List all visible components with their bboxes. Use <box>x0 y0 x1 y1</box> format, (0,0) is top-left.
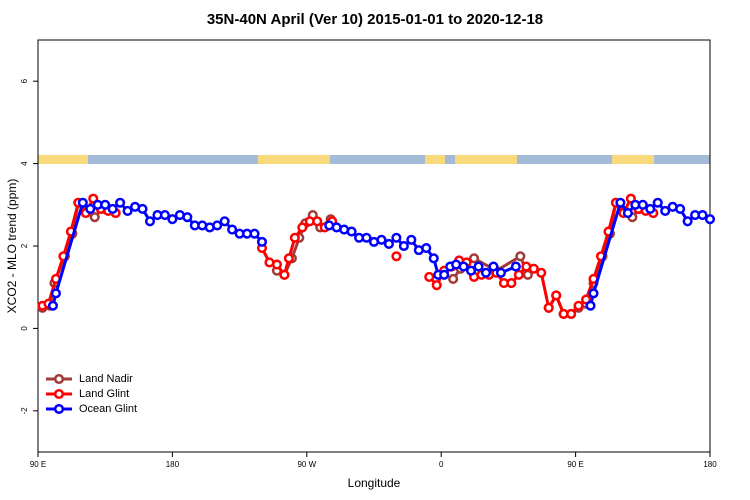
data-point <box>645 203 656 214</box>
data-point <box>466 265 477 276</box>
data-point <box>551 290 562 301</box>
y-axis-label: XCO2 - MLO trend (ppm) <box>5 179 19 314</box>
data-point <box>506 278 517 289</box>
x-axis-label: Longitude <box>348 476 401 490</box>
y-tick-label: -2 <box>20 407 29 415</box>
legend-label: Land Glint <box>79 388 129 400</box>
data-point <box>488 261 499 272</box>
data-point <box>289 232 300 243</box>
data-point <box>297 222 308 233</box>
data-point <box>424 271 435 282</box>
data-point <box>212 220 223 231</box>
data-point <box>346 226 357 237</box>
land-strip <box>258 155 330 164</box>
data-point <box>107 203 118 214</box>
x-tick-label: 90 E <box>567 460 583 469</box>
data-point <box>543 302 554 313</box>
data-point <box>406 234 417 245</box>
x-tick-label: 0 <box>439 460 444 469</box>
data-point <box>47 300 58 311</box>
data-point <box>421 243 432 254</box>
x-tick-label: 180 <box>703 460 717 469</box>
data-point <box>391 232 402 243</box>
data-point <box>279 269 290 280</box>
land-strip <box>38 155 88 164</box>
data-point <box>622 207 633 219</box>
data-point <box>704 214 716 225</box>
data-point <box>159 210 170 221</box>
data-point <box>588 288 599 299</box>
y-tick-label: 4 <box>20 161 29 166</box>
data-point <box>249 228 260 239</box>
legend-marker <box>53 388 65 400</box>
data-point <box>144 216 156 227</box>
data-point <box>428 253 439 264</box>
data-point <box>458 261 469 272</box>
data-point <box>536 267 547 278</box>
legend-label: Land Nadir <box>79 373 133 385</box>
data-point <box>585 300 596 311</box>
data-point <box>515 251 526 262</box>
legend-marker <box>53 373 65 385</box>
data-point <box>480 267 492 278</box>
data-point <box>637 199 648 210</box>
data-point <box>573 300 584 311</box>
data-point <box>361 232 372 243</box>
x-tick-label: 90 E <box>30 460 46 469</box>
data-point <box>495 267 506 278</box>
data-point <box>227 224 238 235</box>
data-point <box>312 216 323 227</box>
y-tick-label: 0 <box>20 326 29 331</box>
data-point <box>513 269 524 280</box>
map-strip <box>38 155 710 164</box>
data-point <box>383 238 394 249</box>
data-point <box>398 240 409 252</box>
data-point <box>431 280 442 291</box>
data-point <box>469 253 480 264</box>
data-point <box>682 216 693 227</box>
data-point <box>283 253 294 264</box>
data-point <box>182 212 193 223</box>
series-line <box>42 199 654 316</box>
y-tick-label: 6 <box>20 78 29 83</box>
data-point <box>100 199 111 210</box>
data-point <box>675 203 686 214</box>
data-point <box>219 216 230 227</box>
data-point <box>697 210 708 221</box>
x-tick-label: 180 <box>166 460 180 469</box>
data-point <box>376 234 387 245</box>
data-point <box>89 212 100 223</box>
data-point <box>652 197 663 208</box>
land-strip <box>425 155 445 164</box>
legend-label: Ocean Glint <box>79 403 137 415</box>
ocean-strip <box>38 155 710 164</box>
data-point <box>660 205 671 217</box>
data-point <box>115 197 126 208</box>
data-point <box>391 251 402 262</box>
data-point <box>528 263 539 274</box>
land-strip <box>612 155 654 164</box>
series-line <box>41 195 654 316</box>
x-tick-label: 90 W <box>297 460 316 469</box>
legend-marker <box>53 403 65 415</box>
data-point <box>85 203 96 214</box>
data-point <box>137 203 148 214</box>
y-tick-label: 2 <box>20 243 29 248</box>
data-point <box>448 273 459 285</box>
data-point <box>77 197 88 208</box>
data-point <box>167 214 178 225</box>
chart-title: 35N-40N April (Ver 10) 2015-01-01 to 202… <box>207 11 543 28</box>
data-point <box>256 236 268 247</box>
data-point <box>439 269 450 280</box>
data-point <box>510 261 521 272</box>
land-strip <box>455 155 517 164</box>
data-point <box>50 288 61 299</box>
data-point <box>615 197 626 208</box>
data-point <box>566 308 577 320</box>
data-point <box>271 259 282 270</box>
data-point <box>473 261 484 272</box>
data-point <box>122 205 133 217</box>
